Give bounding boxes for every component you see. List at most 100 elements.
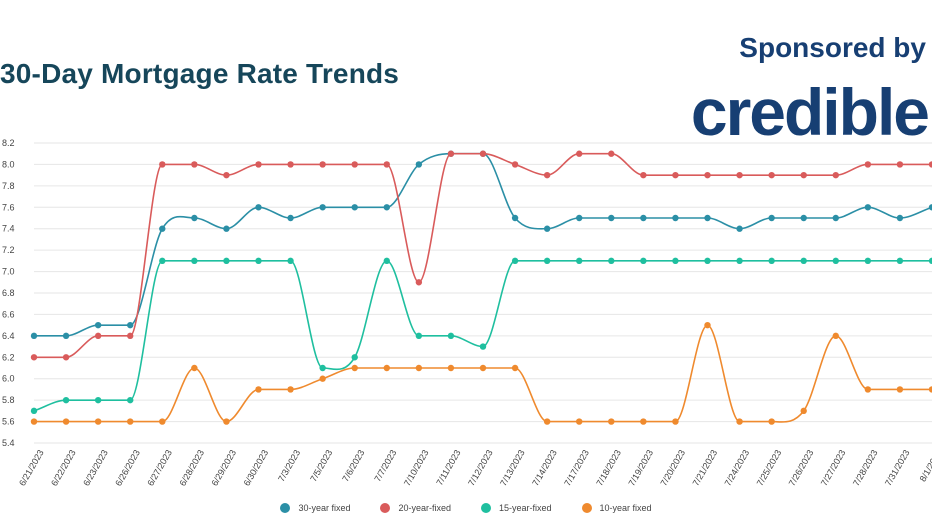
data-point-20-year-fixed — [319, 161, 326, 168]
data-point-15-year-fixed — [415, 332, 423, 340]
data-point-10-year-fixed — [479, 364, 487, 372]
data-point-30-year-fixed — [191, 214, 198, 222]
data-point-10-year-fixed — [255, 386, 262, 393]
y-tick-label: 7.2 — [2, 245, 15, 255]
data-point-15-year-fixed — [864, 257, 872, 265]
data-point-20-year-fixed — [415, 279, 423, 286]
x-tick-label: 7/28/2023 — [851, 448, 880, 488]
data-point-10-year-fixed — [351, 364, 358, 372]
data-point-15-year-fixed — [576, 257, 583, 265]
data-point-10-year-fixed — [864, 386, 872, 393]
y-axis-ticks: 5.4 5.6 5.8 6.0 6.2 6.4 6.6 6.8 7.0 7.2 7.4 7.6 7.8 8… — [2, 138, 15, 448]
data-point-20-year-fixed — [223, 171, 230, 179]
legend-label: 15-year-fixed — [499, 503, 552, 513]
series-line-10-year-fixed — [33, 324, 932, 423]
data-point-15-year-fixed — [832, 257, 839, 265]
data-point-15-year-fixed — [159, 257, 166, 265]
x-tick-label: 6/30/2023 — [242, 448, 271, 488]
data-point-30-year-fixed — [30, 332, 38, 340]
legend-label: 10-year fixed — [599, 503, 652, 513]
legend-item: 30-year fixed — [280, 503, 350, 513]
data-point-10-year-fixed — [576, 418, 583, 425]
data-point-20-year-fixed — [768, 171, 775, 179]
data-point-10-year-fixed — [191, 364, 198, 372]
data-point-30-year-fixed — [672, 214, 679, 222]
data-point-10-year-fixed — [415, 364, 423, 372]
data-point-10-year-fixed — [640, 418, 647, 425]
x-tick-label: 7/12/2023 — [466, 448, 495, 488]
y-tick-label: 6.8 — [2, 288, 15, 298]
data-point-20-year-fixed — [704, 171, 711, 179]
data-point-20-year-fixed — [543, 171, 551, 179]
legend-swatch — [481, 503, 491, 513]
data-point-10-year-fixed — [736, 418, 743, 425]
y-tick-label: 7.6 — [2, 202, 15, 212]
y-tick-label: 8.0 — [2, 159, 15, 169]
data-point-10-year-fixed — [704, 321, 711, 329]
legend-swatch — [380, 503, 391, 513]
brand-logo: credible — [690, 75, 930, 149]
data-point-20-year-fixed — [191, 161, 198, 168]
x-tick-label: 6/26/2023 — [113, 448, 142, 488]
data-point-30-year-fixed — [319, 204, 326, 211]
data-point-30-year-fixed — [127, 321, 134, 329]
data-point-20-year-fixed — [447, 150, 455, 157]
data-point-15-year-fixed — [511, 257, 519, 265]
x-tick-label: 7/19/2023 — [626, 448, 655, 488]
data-point-10-year-fixed — [768, 418, 775, 425]
data-point-15-year-fixed — [191, 257, 198, 265]
data-point-20-year-fixed — [576, 150, 583, 157]
x-tick-label: 7/20/2023 — [658, 448, 687, 488]
data-point-30-year-fixed — [864, 204, 872, 211]
x-tick-label: 7/3/2023 — [276, 448, 302, 483]
data-point-20-year-fixed — [351, 161, 358, 168]
data-point-30-year-fixed — [511, 214, 519, 222]
legend-item: 10-year fixed — [581, 503, 652, 513]
data-point-30-year-fixed — [543, 225, 551, 232]
data-point-15-year-fixed — [319, 364, 326, 372]
data-point-10-year-fixed — [287, 386, 294, 393]
y-tick-label: 7.8 — [2, 181, 15, 191]
x-tick-label: 6/27/2023 — [145, 448, 174, 488]
data-point-10-year-fixed — [383, 364, 390, 372]
data-point-10-year-fixed — [511, 364, 519, 372]
y-tick-label: 5.8 — [2, 395, 15, 405]
data-point-10-year-fixed — [223, 418, 230, 425]
data-point-20-year-fixed — [383, 161, 390, 168]
legend-item: 20-year-fixed — [380, 503, 451, 513]
data-point-20-year-fixed — [479, 150, 487, 157]
x-tick-label: 7/11/2023 — [434, 448, 462, 487]
data-point-10-year-fixed — [608, 418, 615, 425]
data-point-30-year-fixed — [800, 214, 807, 222]
x-tick-label: 7/26/2023 — [787, 448, 816, 488]
x-tick-label: 6/23/2023 — [81, 448, 110, 488]
x-tick-label: 7/25/2023 — [755, 448, 784, 488]
data-point-30-year-fixed — [768, 214, 775, 222]
data-point-30-year-fixed — [351, 204, 358, 211]
series-points — [30, 150, 932, 425]
data-point-10-year-fixed — [543, 418, 551, 425]
data-point-20-year-fixed — [640, 171, 647, 179]
data-point-15-year-fixed — [543, 257, 551, 265]
data-point-10-year-fixed — [800, 407, 807, 415]
data-point-30-year-fixed — [608, 214, 615, 222]
legend-label: 20-year-fixed — [398, 503, 451, 513]
y-tick-label: 5.4 — [2, 438, 15, 448]
x-tick-label: 6/29/2023 — [209, 448, 238, 488]
data-point-15-year-fixed — [223, 257, 230, 265]
y-tick-label: 7.4 — [2, 224, 15, 234]
data-point-15-year-fixed — [447, 332, 455, 340]
data-point-15-year-fixed — [928, 257, 932, 265]
x-tick-label: 7/6/2023 — [340, 448, 366, 483]
series-lines — [33, 152, 932, 423]
x-tick-label: 6/21/2023 — [17, 448, 46, 488]
data-point-15-year-fixed — [30, 407, 38, 415]
data-point-10-year-fixed — [127, 418, 134, 425]
x-axis-ticks: 6/21/2023 6/22/2023 6/23/2023 6/26/2023 6/27… — [17, 448, 932, 488]
data-point-20-year-fixed — [511, 161, 519, 168]
x-tick-label: 7/24/2023 — [723, 448, 752, 488]
data-point-15-year-fixed — [896, 257, 904, 265]
x-tick-label: 7/10/2023 — [402, 448, 431, 488]
